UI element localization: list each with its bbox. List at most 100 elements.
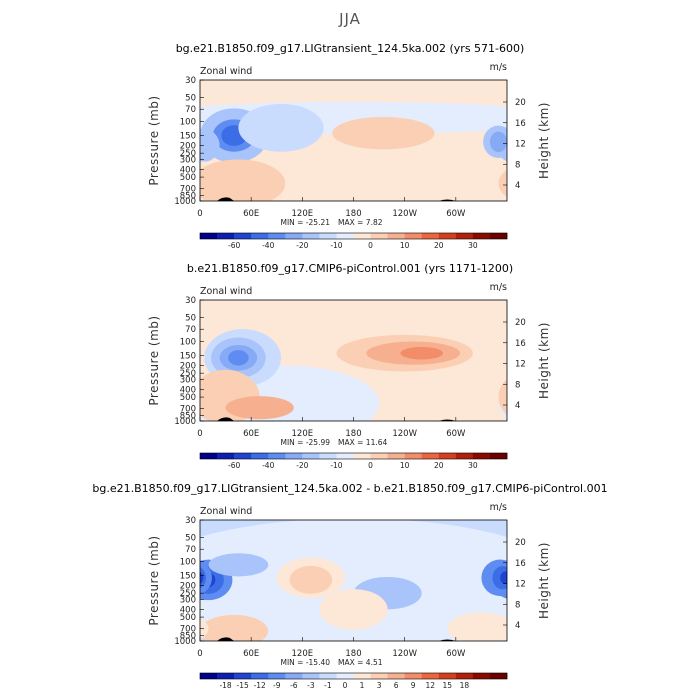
figure-title: JJA (338, 10, 361, 28)
height-tick-label: 16 (515, 559, 526, 569)
contour-region-wrap (438, 106, 507, 130)
colorbar-swatch (489, 233, 508, 239)
colorbar-swatch (268, 673, 286, 679)
colorbar-swatch (336, 673, 354, 679)
colorbar-label: -20 (296, 461, 308, 470)
x-tick-label: 60E (243, 429, 259, 439)
colorbar-label: -9 (273, 681, 281, 690)
y-tick-label: 500 (180, 173, 196, 183)
units-label: m/s (490, 62, 507, 73)
y-tick-label: 200 (180, 581, 196, 591)
topography (217, 637, 235, 641)
colorbar-label: -15 (237, 681, 249, 690)
x-tick-label: 180 (345, 429, 361, 439)
panel-title: b.e21.B1850.f09_g17.CMIP6-piControl.001 … (187, 262, 513, 275)
topography (217, 197, 235, 201)
contour-field (200, 80, 507, 201)
y-tick-label: 50 (185, 314, 196, 324)
colorbar-swatch (370, 673, 388, 679)
colorbar-swatch (251, 453, 269, 459)
contour-region (351, 126, 407, 143)
y-tick-label: 70 (185, 105, 196, 115)
colorbar-swatch (302, 233, 320, 239)
colorbar-label: 15 (443, 681, 453, 690)
x-tick-label: 60W (446, 649, 466, 659)
height-tick-label: 12 (515, 360, 526, 370)
height-tick-label: 20 (515, 538, 526, 548)
y-tick-label: 1000 (174, 417, 196, 427)
colorbar-swatch (217, 673, 235, 679)
y-tick-label: 250 (180, 369, 196, 379)
x-tick-label: 120E (292, 209, 314, 219)
panel-title: bg.e21.B1850.f09_g17.LIGtransient_124.5k… (92, 482, 607, 495)
y-tick-label: 500 (180, 393, 196, 403)
contour-region-wrap (200, 128, 207, 156)
y-tick-label: 400 (180, 385, 196, 395)
min-value: MIN = -25.21 (280, 218, 330, 227)
y-axis-label: Pressure (mb) (147, 315, 161, 405)
x-tick-label: 0 (197, 429, 202, 439)
min-value: MIN = -15.40 (280, 658, 330, 667)
colorbar-label: -40 (262, 241, 274, 250)
colorbar-label: 10 (400, 241, 410, 250)
colorbar-label: 1 (360, 681, 365, 690)
colorbar-label: -10 (330, 461, 342, 470)
y-axis-right-label: Height (km) (537, 322, 551, 399)
height-tick-label: 4 (515, 621, 520, 631)
contour-region-wrap (498, 379, 507, 416)
variable-label: Zonal wind (200, 66, 252, 77)
height-tick-label: 16 (515, 339, 526, 349)
max-value: MAX = 11.64 (338, 438, 387, 447)
y-tick-label: 300 (180, 155, 196, 165)
contour-field (200, 520, 507, 641)
colorbar-label: 0 (343, 681, 348, 690)
colorbar-label: -20 (296, 241, 308, 250)
y-tick-label: 30 (185, 296, 196, 306)
colorbar-label: 20 (434, 241, 444, 250)
colorbar-swatch (234, 233, 252, 239)
units-label: m/s (490, 282, 507, 293)
colorbar-swatch (336, 233, 354, 239)
contour-region-wrap (200, 617, 209, 640)
colorbar-swatch (370, 453, 388, 459)
y-tick-label: 150 (180, 572, 196, 582)
colorbar-label: -6 (290, 681, 298, 690)
colorbar-swatch (353, 673, 371, 679)
height-tick-label: 20 (515, 318, 526, 328)
y-tick-label: 70 (185, 545, 196, 555)
panel-title: bg.e21.B1850.f09_g17.LIGtransient_124.5k… (176, 42, 525, 55)
colorbar-swatch (251, 233, 269, 239)
units-label: m/s (490, 502, 507, 513)
contour-region (447, 612, 507, 641)
colorbar-label: -60 (228, 241, 240, 250)
colorbar-label: -10 (330, 241, 342, 250)
contour-region (238, 103, 324, 152)
colorbar-swatch (319, 453, 337, 459)
height-tick-label: 8 (515, 160, 520, 170)
y-tick-label: 300 (180, 595, 196, 605)
colorbar-swatch (421, 233, 440, 239)
x-tick-label: 0 (197, 649, 202, 659)
height-tick-label: 16 (515, 119, 526, 129)
y-tick-label: 850 (180, 191, 196, 201)
colorbar-swatch (285, 233, 303, 239)
y-tick-label: 250 (180, 589, 196, 599)
y-axis-label: Pressure (mb) (147, 535, 161, 625)
colorbar-swatch (455, 233, 474, 239)
colorbar-label: 0 (368, 241, 373, 250)
colorbar-swatch (455, 673, 474, 679)
y-tick-label: 50 (185, 94, 196, 104)
contour-region (400, 346, 444, 360)
colorbar-swatch (370, 233, 388, 239)
colorbar-swatch (472, 233, 491, 239)
x-tick-label: 180 (345, 649, 361, 659)
y-tick-label: 100 (180, 338, 196, 348)
y-axis-right-label: Height (km) (537, 102, 551, 179)
x-tick-label: 120W (392, 429, 417, 439)
y-tick-label: 400 (180, 605, 196, 615)
colorbar-label: 30 (468, 461, 478, 470)
colorbar-swatch (268, 233, 286, 239)
y-tick-label: 700 (180, 185, 196, 195)
height-tick-label: 4 (515, 181, 520, 191)
